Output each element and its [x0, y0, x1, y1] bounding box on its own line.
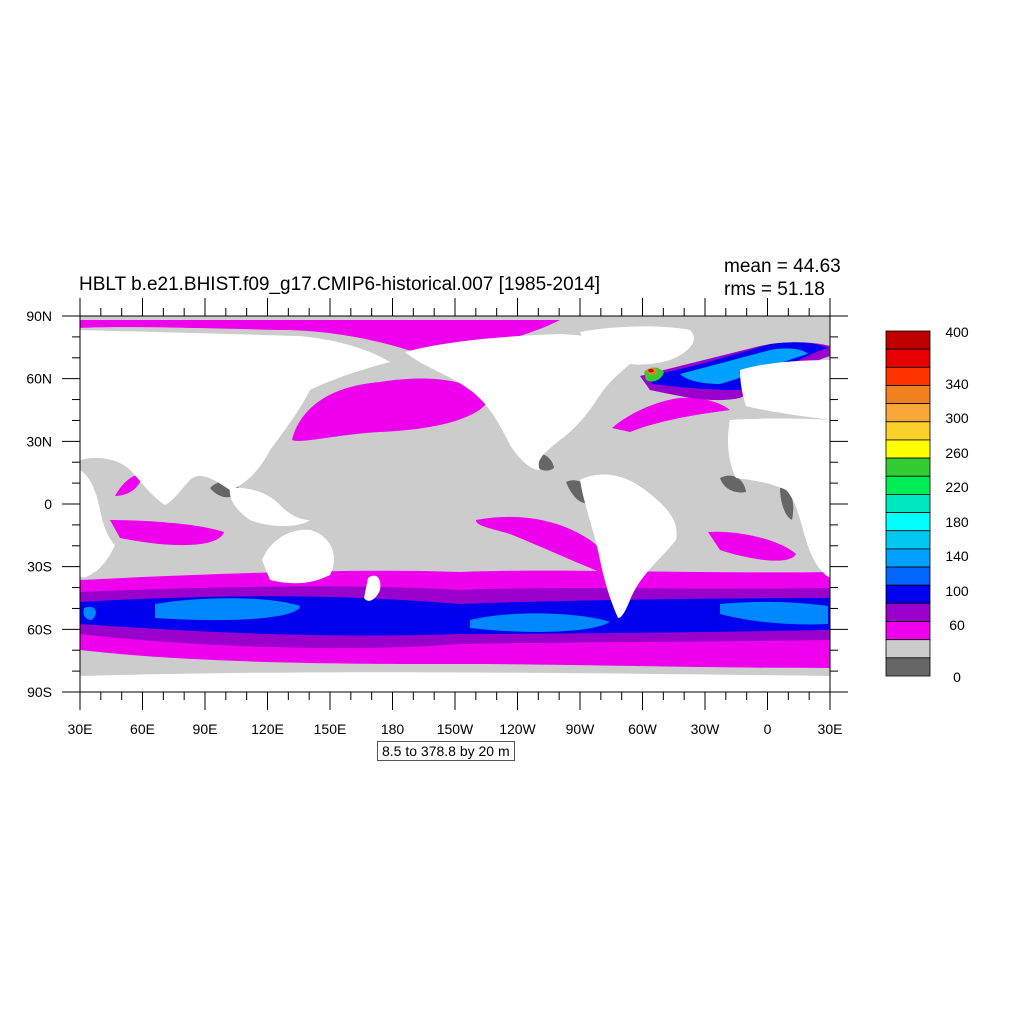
colorbar-label: 340 — [945, 376, 969, 392]
colorbar-label: 220 — [945, 479, 969, 495]
colorbar: 400 340 300 260 220 180 140 100 60 0 — [885, 324, 969, 685]
colorbar-swatch — [885, 494, 931, 513]
colorbar-swatch — [885, 657, 931, 677]
lon-tick-label: 150E — [314, 721, 347, 737]
lon-tick-label: 30E — [818, 721, 843, 737]
colorbar-swatch — [885, 512, 931, 532]
colorbar-swatch — [885, 639, 931, 659]
lon-tick-label: 150W — [437, 721, 474, 737]
lon-tick-label: 30W — [691, 721, 721, 737]
southern-ocean-lightblue-patch-1 — [155, 598, 300, 621]
land-australia — [262, 529, 334, 584]
land-antarctica — [80, 672, 830, 692]
lon-tick-label: 90W — [566, 721, 596, 737]
south-atlantic-magenta-patch — [708, 531, 796, 561]
shallow-patch-6 — [780, 487, 794, 520]
colorbar-swatch — [885, 602, 931, 622]
lat-tick-label: 30N — [26, 433, 52, 449]
colorbar-swatch — [885, 457, 931, 477]
colorbar-swatch — [885, 584, 931, 604]
lat-tick-label: 0 — [44, 496, 52, 512]
land-eurasia — [80, 330, 390, 505]
colorbar-swatch — [885, 385, 931, 405]
lat-tick-label: 60S — [27, 621, 52, 637]
lon-tick-label: 60E — [130, 721, 155, 737]
lat-tick-label: 60N — [26, 371, 52, 387]
contour-info-box: 8.5 to 378.8 by 20 m — [377, 741, 515, 761]
colorbar-swatch — [885, 348, 931, 368]
colorbar-swatch — [885, 548, 931, 568]
lat-tick-label: 90S — [27, 684, 52, 700]
colorbar-label: 260 — [945, 445, 969, 461]
land-north-america — [405, 334, 640, 470]
colorbar-label: 400 — [945, 324, 969, 340]
land-masses — [80, 326, 830, 692]
mean-stat: mean = 44.63 — [724, 256, 841, 277]
land-maritime-continent — [229, 487, 310, 526]
rms-stat: rms = 51.18 — [724, 279, 825, 300]
colorbar-swatch — [885, 566, 931, 586]
colorbar-swatch — [885, 330, 931, 350]
lon-tick-label: 90E — [193, 721, 218, 737]
labrador-sea-hotspot-red — [648, 368, 654, 373]
land-greenland — [580, 326, 694, 365]
colorbar-label: 180 — [945, 514, 969, 530]
lon-tick-label: 120W — [499, 721, 536, 737]
colorbar-label: 60 — [949, 617, 965, 633]
latitude-axis: 90N 60N 30N 0 30S 60S 90S — [26, 308, 848, 700]
north-pacific-magenta-patch — [292, 378, 490, 441]
north-atlantic-magenta-patch — [612, 397, 730, 432]
southern-ocean-lightblue-patch-2 — [470, 613, 610, 632]
land-new-zealand — [364, 575, 381, 601]
southern-ocean-lightblue-patch-3 — [720, 601, 828, 625]
lat-tick-label: 90N — [26, 308, 52, 324]
colorbar-swatch — [885, 475, 931, 495]
arabian-sea-magenta-patch — [115, 474, 142, 496]
shallow-patch-4 — [720, 475, 746, 493]
colorbar-swatch — [885, 421, 931, 441]
land-europe — [740, 360, 830, 420]
colorbar-label: 140 — [945, 548, 969, 564]
colorbar-swatch — [885, 439, 931, 459]
lon-tick-label: 30E — [68, 721, 93, 737]
lon-tick-label: 60W — [628, 721, 658, 737]
southern-ocean-lightblue-patch-4 — [83, 606, 96, 620]
indian-ocean-magenta-patch — [110, 520, 224, 546]
colorbar-swatch — [885, 621, 931, 641]
land-africa-east — [728, 418, 830, 578]
lat-tick-label: 30S — [27, 559, 52, 575]
colorbar-swatch — [885, 403, 931, 423]
lon-tick-label: 120E — [251, 721, 284, 737]
plot-title: HBLT b.e21.BHIST.f09_g17.CMIP6-historica… — [79, 274, 601, 295]
land-africa — [80, 470, 115, 578]
longitude-axis: 30E 60E 90E 120E 150E 180 150W 120W 90W 60W 30W 0 30… — [68, 298, 843, 737]
lon-tick-label: 180 — [381, 721, 405, 737]
south-pacific-magenta-patch — [476, 516, 608, 572]
colorbar-swatch — [885, 530, 931, 550]
map-field — [80, 316, 830, 692]
land-south-america — [580, 474, 677, 618]
north-atlantic-lightblue-region — [680, 348, 808, 384]
colorbar-label: 0 — [953, 669, 961, 685]
colorbar-swatch — [885, 366, 931, 386]
lon-tick-label: 0 — [764, 721, 772, 737]
colorbar-label: 100 — [945, 583, 969, 599]
colorbar-label: 300 — [945, 410, 969, 426]
